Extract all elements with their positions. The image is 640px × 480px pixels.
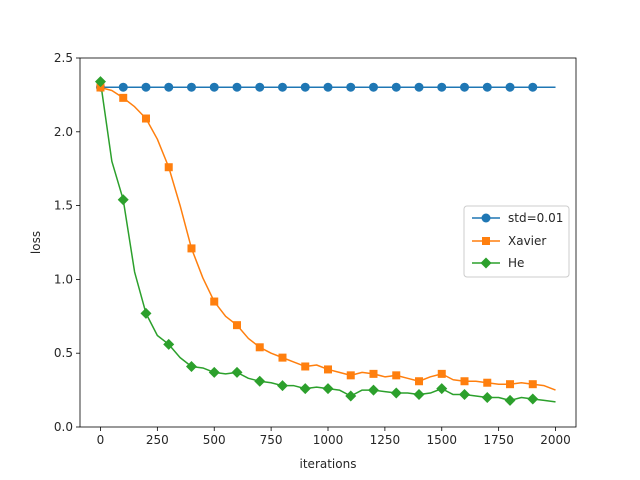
data-point-std-0-01 [164,82,174,92]
data-point-he [208,366,220,378]
data-point-he [527,393,539,405]
x-tick-label: 1250 [370,433,401,447]
legend-box [463,205,570,278]
y-tick-label: 1.0 [54,272,73,286]
data-point-std-0-01 [186,82,196,92]
legend: std=0.01 Xavier He [463,205,570,278]
data-point-std-0-01 [232,82,242,92]
y-axis-ticks: 0.0 0.5 1.0 1.5 2.0 2.5 [54,51,80,434]
data-point-xavier [460,377,469,386]
data-point-he [345,390,357,402]
data-point-xavier [483,378,492,387]
data-point-std-0-01 [414,82,424,92]
data-point-std-0-01 [482,82,492,92]
x-tick-label: 2000 [540,433,571,447]
data-point-xavier [187,244,196,253]
x-tick-label: 1000 [313,433,344,447]
data-point-xavier [255,343,264,352]
data-point-xavier [506,380,515,389]
data-point-xavier [164,163,173,172]
data-point-std-0-01 [209,82,219,92]
x-tick-label: 1750 [483,433,514,447]
data-point-std-0-01 [277,82,287,92]
legend-label-he: He [508,256,524,270]
data-point-std-0-01 [369,82,379,92]
data-point-std-0-01 [528,82,538,92]
data-point-std-0-01 [118,82,128,92]
data-point-he [276,380,288,392]
data-point-xavier [437,369,446,378]
data-point-he [481,391,493,403]
y-axis-label: loss [29,231,43,254]
legend-entry-xavier: Xavier [472,234,546,248]
x-tick-label: 750 [260,433,283,447]
x-tick-label: 250 [146,433,169,447]
data-point-std-0-01 [460,82,470,92]
data-point-he [368,384,380,396]
x-tick-label: 0 [97,433,105,447]
data-point-xavier [528,380,537,389]
data-point-xavier [415,377,424,386]
legend-label-xavier: Xavier [508,234,546,248]
data-point-std-0-01 [437,82,447,92]
data-point-he [140,307,152,319]
y-tick-label: 2.5 [54,51,73,65]
data-point-std-0-01 [141,82,151,92]
data-point-xavier [210,297,219,306]
data-point-xavier [119,93,128,102]
data-point-he [299,383,311,395]
y-tick-label: 0.0 [54,420,73,434]
data-point-he [185,360,197,372]
data-point-std-0-01 [505,82,515,92]
y-tick-label: 2.0 [54,125,73,139]
data-point-std-0-01 [255,82,265,92]
data-point-he [322,383,334,395]
legend-label-std: std=0.01 [508,211,563,225]
legend-marker-std [481,213,491,223]
y-tick-label: 1.5 [54,199,73,213]
legend-marker-he [480,257,492,269]
data-point-std-0-01 [323,82,333,92]
x-tick-label: 1500 [426,433,457,447]
y-tick-label: 0.5 [54,346,73,360]
x-axis-label: iterations [300,457,357,471]
data-point-xavier [96,83,105,92]
data-point-std-0-01 [300,82,310,92]
data-point-xavier [301,362,310,371]
data-point-xavier [346,371,355,380]
data-point-xavier [232,321,241,330]
data-point-he [504,394,516,406]
data-point-he [436,383,448,395]
data-point-xavier [324,365,332,374]
x-tick-label: 500 [203,433,226,447]
data-point-he [94,76,106,88]
data-point-he [254,375,266,387]
data-point-he [390,387,402,399]
data-point-he [413,389,425,401]
data-point-xavier [141,114,150,123]
x-axis-ticks: 0 250 500 750 1000 1250 1500 1750 2000 [97,427,571,447]
data-point-std-0-01 [391,82,401,92]
data-point-std-0-01 [346,82,356,92]
data-point-xavier [278,353,287,362]
series-markers [94,76,539,406]
legend-entry-std: std=0.01 [472,211,563,225]
legend-marker-xavier [482,237,490,245]
data-point-xavier [369,369,378,378]
data-point-he [231,366,243,378]
legend-entry-he: He [472,256,524,270]
data-point-he [117,194,129,206]
data-point-xavier [392,371,401,380]
data-point-he [459,389,471,401]
data-point-he [163,338,175,350]
